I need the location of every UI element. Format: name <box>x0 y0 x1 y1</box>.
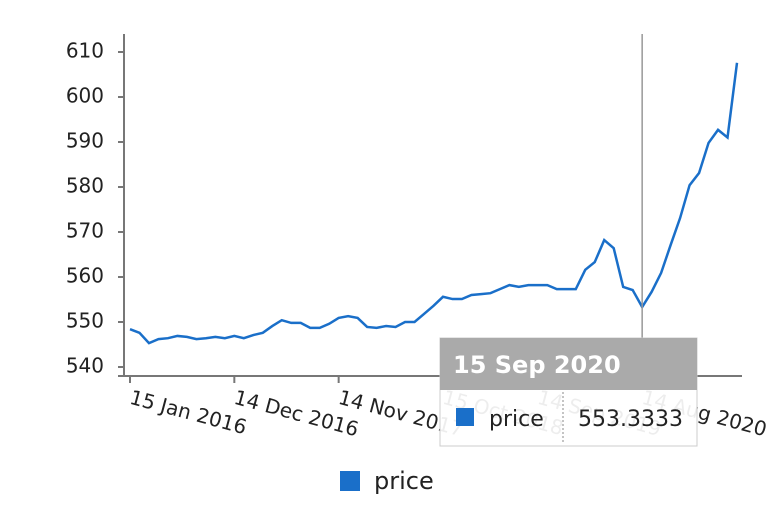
legend-label: price <box>374 467 434 495</box>
tooltip-swatch <box>456 408 474 426</box>
tooltip-header <box>440 338 697 390</box>
y-tick-label: 560 <box>66 264 104 288</box>
y-tick-label: 600 <box>66 84 104 108</box>
tooltip-value: 553.3333 <box>578 407 683 432</box>
y-tick-label: 540 <box>66 354 104 378</box>
legend-swatch <box>340 471 360 491</box>
y-tick-label: 610 <box>66 39 104 63</box>
y-tick-label: 590 <box>66 129 104 153</box>
tooltip-series: price <box>489 407 544 432</box>
price-line <box>129 62 739 345</box>
x-tick-label: 15 Jan 2016 <box>127 385 249 439</box>
tooltip-title: 15 Sep 2020 <box>453 351 621 379</box>
y-tick-label: 550 <box>66 309 104 333</box>
y-tick-label: 580 <box>66 174 104 198</box>
tooltip: 15 Sep 2020 price 553.3333 <box>439 337 698 447</box>
y-tick-label: 570 <box>66 219 104 243</box>
